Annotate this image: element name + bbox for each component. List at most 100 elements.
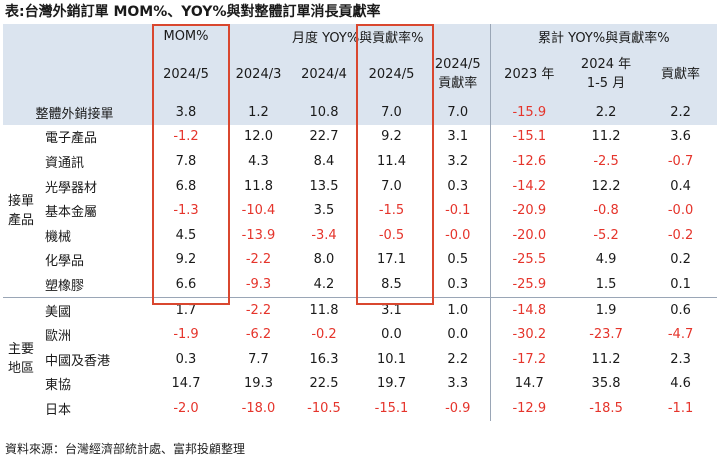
table-cell: 19.7 bbox=[377, 376, 406, 392]
row-label: 電子產品 bbox=[45, 131, 98, 147]
column-header: 2024/3 bbox=[226, 48, 291, 100]
table-cell: -25.5 bbox=[489, 247, 569, 273]
table-cell: -14.8 bbox=[489, 296, 569, 323]
table-cell: -3.4 bbox=[311, 227, 337, 243]
row-label: 日本 bbox=[45, 402, 72, 418]
table-cell: -15.9 bbox=[489, 100, 569, 125]
table-cell: -17.2 bbox=[489, 346, 569, 372]
table-cell: 6.8 bbox=[175, 178, 197, 194]
table-cell: -5.2 bbox=[593, 227, 619, 243]
table-row-total: 整體外銷接單 3.8 1.2 10.8 7.0 7.0 -15.9 2.2 2.2 bbox=[3, 100, 718, 125]
table-cell: -18.0 bbox=[241, 400, 276, 416]
table-cell: 7.0 bbox=[426, 100, 491, 125]
table-cell: 8.0 bbox=[313, 252, 335, 268]
column-header: 貢獻率 bbox=[644, 48, 718, 100]
table-row: 日本 -2.0 -18.0 -10.5 -15.1 -0.9 -12.9 -18.5 -1.1 bbox=[3, 396, 717, 421]
table-cell: 7.0 bbox=[357, 100, 426, 125]
table-cell: 10.8 bbox=[291, 100, 357, 125]
table-cell: 0.0 bbox=[381, 327, 402, 343]
table-cell: 2.2 bbox=[568, 100, 645, 125]
table-cell: -1.9 bbox=[173, 327, 199, 343]
table-cell: 11.2 bbox=[591, 129, 621, 145]
table-row: 基本金屬 -1.3 -10.4 3.5 -1.5 -0.1 -20.9 -0.8 -0.0 bbox=[3, 198, 717, 223]
table-cell: 9.2 bbox=[381, 129, 402, 145]
table-row: 東協 14.7 19.3 22.5 19.7 3.3 14.7 35.8 4.6 bbox=[3, 371, 717, 397]
table-cell: -2.5 bbox=[593, 153, 619, 169]
column-header: 2023 年 bbox=[489, 48, 569, 100]
table-cell: -0.1 bbox=[445, 203, 471, 219]
table-row: 接單 產品 電子產品 -1.2 12.0 22.7 9.2 3.1 -15.1 11.2 3.6 bbox=[3, 124, 717, 228]
table-cell: -0.8 bbox=[593, 203, 619, 219]
table-cell: 0.2 bbox=[670, 252, 691, 268]
table-cell: 6.6 bbox=[175, 276, 197, 292]
table-row: 歐洲 -1.9 -6.2 -0.2 0.0 0.0 -30.2 -23.7 -4.7 bbox=[3, 322, 717, 347]
table-cell: -20.9 bbox=[489, 198, 569, 223]
table-cell: 8.5 bbox=[381, 276, 402, 292]
table-cell: 0.3 bbox=[447, 276, 469, 292]
table-cell: 7.7 bbox=[248, 351, 269, 367]
table-cell: 0.6 bbox=[644, 296, 718, 323]
table-cell: -20.0 bbox=[489, 222, 569, 248]
row-label: 中國及香港 bbox=[45, 353, 111, 369]
table-cell: -12.6 bbox=[489, 149, 569, 174]
header-mom: MOM% bbox=[146, 24, 226, 48]
table-cell: 14.7 bbox=[489, 371, 569, 397]
table-row: 資通訊 7.8 4.3 8.4 11.4 3.2 -12.6 -2.5 -0.7 bbox=[3, 149, 717, 174]
header-cum-group: 累計 YOY%與貢獻率% bbox=[489, 24, 718, 48]
table-cell: 35.8 bbox=[591, 376, 621, 392]
table-cell: 1.2 bbox=[226, 100, 291, 125]
table-cell: 19.3 bbox=[244, 376, 273, 392]
table-cell: 3.3 bbox=[447, 376, 469, 392]
table-cell: -2.0 bbox=[173, 400, 199, 416]
table-cell: 2.3 bbox=[670, 351, 691, 367]
row-label: 整體外銷接單 bbox=[3, 100, 146, 125]
group-label: 接單 產品 bbox=[7, 193, 34, 228]
table-cell: 3.8 bbox=[146, 100, 226, 125]
table-cell: -0.2 bbox=[667, 227, 694, 243]
table-cell: -10.4 bbox=[241, 203, 276, 219]
table-row: 塑橡膠 6.6 -9.3 4.2 8.5 0.3 -25.9 1.5 0.1 bbox=[3, 272, 717, 298]
column-header: 2024 年 1-5 月 bbox=[568, 48, 645, 100]
row-label: 歐洲 bbox=[45, 329, 72, 345]
table-cell: -4.7 bbox=[667, 327, 694, 343]
table-cell: -9.3 bbox=[245, 276, 272, 292]
table-cell: 11.4 bbox=[377, 153, 406, 169]
table-cell: 16.3 bbox=[309, 351, 339, 367]
table-cell: -2.2 bbox=[245, 252, 272, 268]
table-cell: 0.0 bbox=[447, 327, 469, 343]
table-cell: 12.0 bbox=[244, 129, 273, 145]
table-cell: -13.9 bbox=[241, 227, 276, 243]
table-cell: -0.9 bbox=[445, 400, 471, 416]
table-cell: 8.4 bbox=[313, 153, 335, 169]
column-header: 2024/5 bbox=[146, 48, 226, 100]
table-cell: 2.2 bbox=[447, 351, 469, 367]
table-cell: 4.3 bbox=[248, 153, 269, 169]
table-title: 表:台灣外銷訂單 MOM%、YOY%與對整體訂單消長貢獻率 bbox=[5, 4, 381, 20]
table-cell: -0.7 bbox=[667, 153, 694, 169]
table-cell: 11.8 bbox=[291, 296, 357, 323]
table-cell: -30.2 bbox=[489, 322, 569, 347]
table-cell: -0.5 bbox=[378, 227, 405, 243]
table-cell: 22.7 bbox=[309, 129, 339, 145]
table-cell: -10.5 bbox=[307, 400, 341, 416]
table-cell: 2.2 bbox=[644, 100, 718, 125]
table-cell: -1.3 bbox=[173, 203, 199, 219]
table-cell: -0.0 bbox=[667, 203, 694, 219]
table-cell: 3.5 bbox=[313, 203, 335, 219]
table-cell: 7.8 bbox=[175, 153, 197, 169]
table-row: 中國及香港 0.3 7.7 16.3 10.1 2.2 -17.2 11.2 2.3 bbox=[3, 346, 717, 372]
table-cell: -25.9 bbox=[489, 272, 569, 298]
table-cell: 7.0 bbox=[381, 178, 402, 194]
table-cell: 4.6 bbox=[670, 376, 691, 392]
table-cell: 0.3 bbox=[447, 178, 469, 194]
table-cell: -6.2 bbox=[245, 327, 272, 343]
header-yoy-group: 月度 YOY%與貢獻率% bbox=[226, 24, 491, 48]
table-cell: 1.9 bbox=[568, 296, 645, 323]
row-label: 基本金屬 bbox=[45, 205, 98, 221]
table-cell: 0.4 bbox=[670, 178, 691, 194]
row-label: 化學品 bbox=[45, 254, 85, 270]
table-cell: -2.2 bbox=[226, 296, 291, 323]
table-cell: 3.6 bbox=[670, 129, 691, 145]
table-cell: -0.2 bbox=[311, 327, 337, 343]
row-label: 機械 bbox=[45, 229, 72, 245]
